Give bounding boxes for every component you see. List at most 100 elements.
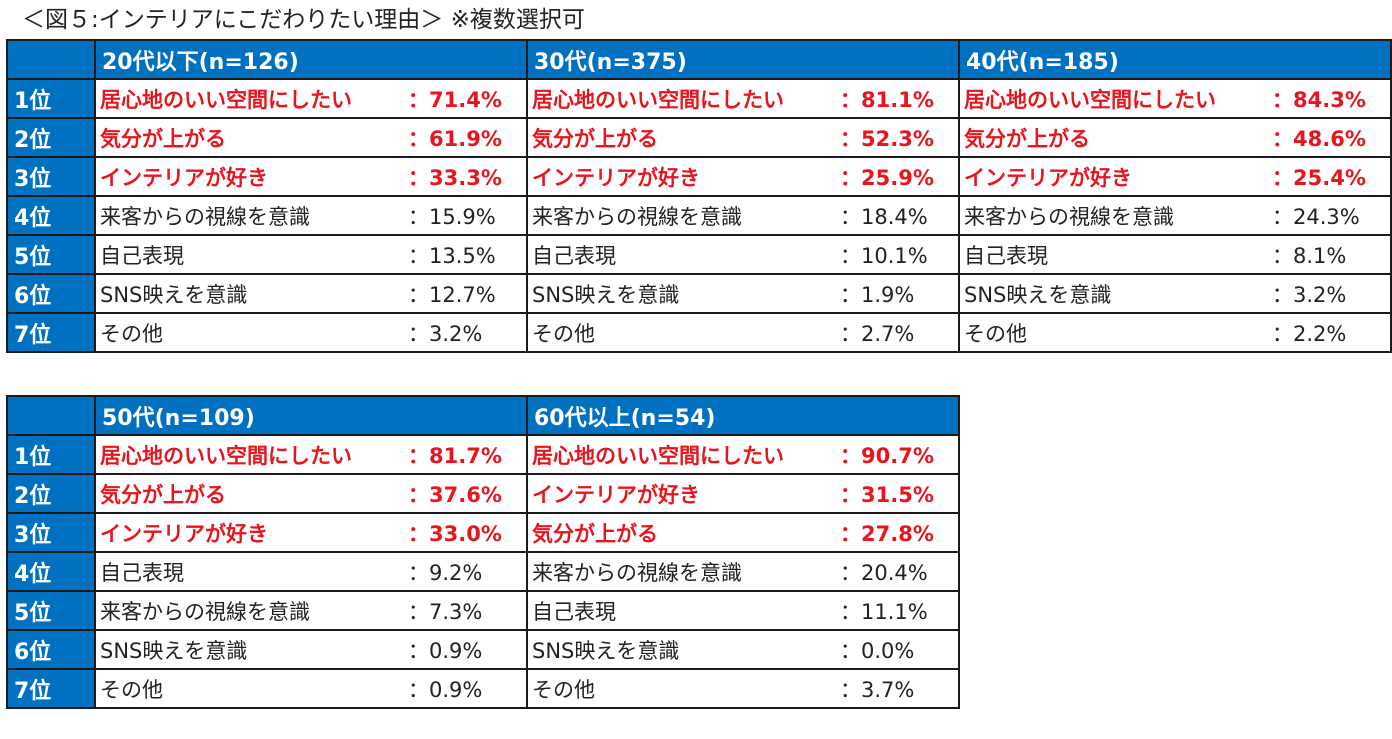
reason-label: その他	[100, 321, 163, 346]
rank-label: 4位	[6, 195, 96, 236]
reason-cell: 自己表現 ：10.1%	[526, 234, 960, 275]
figure-title: ＜図５:インテリアにこだわりたい理由＞ ※複数選択可	[22, 7, 585, 33]
reason-percent: ：24.3%	[1272, 204, 1360, 229]
group-header: 30代(n=375)	[526, 39, 960, 80]
rank-label: 2位	[6, 473, 96, 514]
table-header-row: 20代以下(n=126) 30代(n=375) 40代(n=185)	[6, 39, 1392, 80]
reason-percent: ：81.7%	[408, 443, 502, 468]
reason-percent: ：1.9%	[840, 282, 915, 307]
reason-percent: ：25.4%	[1272, 165, 1366, 190]
reason-cell: 気分が上がる ：37.6%	[94, 473, 528, 514]
reason-cell: その他 ：2.2%	[958, 312, 1392, 353]
reason-cell: 来客からの視線を意識 ：24.3%	[958, 195, 1392, 236]
rank-label: 5位	[6, 590, 96, 631]
reason-label: 来客からの視線を意識	[100, 599, 310, 624]
rank-label: 4位	[6, 551, 96, 592]
reason-label: 来客からの視線を意識	[964, 204, 1174, 229]
reason-label: その他	[964, 321, 1027, 346]
rank-label: 5位	[6, 234, 96, 275]
reason-percent: ：3.2%	[1272, 282, 1347, 307]
reason-cell: 自己表現 ：13.5%	[94, 234, 528, 275]
reason-percent: ：81.1%	[840, 87, 934, 112]
table-row: 2位 気分が上がる ：37.6% インテリアが好き ：31.5%	[6, 473, 960, 514]
reason-label: 気分が上がる	[532, 126, 658, 151]
reason-cell: SNS映えを意識 ：12.7%	[94, 273, 528, 314]
reason-cell: その他 ：2.7%	[526, 312, 960, 353]
reason-percent: ：2.2%	[1272, 321, 1347, 346]
table-row: 5位 来客からの視線を意識 ：7.3% 自己表現 ：11.1%	[6, 590, 960, 631]
reason-percent: ：31.5%	[840, 482, 934, 507]
rank-label: 7位	[6, 668, 96, 709]
reason-percent: ：71.4%	[408, 87, 502, 112]
rank-label: 6位	[6, 629, 96, 670]
rank-label: 2位	[6, 117, 96, 158]
reason-label: その他	[100, 677, 163, 702]
reason-label: 気分が上がる	[964, 126, 1090, 151]
reason-percent: ：52.3%	[840, 126, 934, 151]
reason-label: 居心地のいい空間にしたい	[100, 443, 352, 468]
reason-cell: 来客からの視線を意識 ：18.4%	[526, 195, 960, 236]
reason-cell: 居心地のいい空間にしたい ：81.1%	[526, 78, 960, 119]
reason-percent: ：27.8%	[840, 521, 934, 546]
reason-label: 居心地のいい空間にしたい	[532, 87, 784, 112]
reason-label: 居心地のいい空間にしたい	[100, 87, 352, 112]
reason-cell: 気分が上がる ：48.6%	[958, 117, 1392, 158]
reason-percent: ：61.9%	[408, 126, 502, 151]
table-header-row: 50代(n=109) 60代以上(n=54)	[6, 395, 960, 436]
reason-percent: ：2.7%	[840, 321, 915, 346]
reason-label: 居心地のいい空間にしたい	[532, 443, 784, 468]
table-row: 3位 インテリアが好き ：33.0% 気分が上がる ：27.8%	[6, 512, 960, 553]
table-row: 7位 その他 ：0.9% その他 ：3.7%	[6, 668, 960, 709]
reason-percent: ：0.9%	[408, 638, 483, 663]
reason-label: 居心地のいい空間にしたい	[964, 87, 1216, 112]
reason-cell: インテリアが好き ：25.4%	[958, 156, 1392, 197]
reason-label: インテリアが好き	[100, 521, 268, 546]
reason-percent: ：7.3%	[408, 599, 483, 624]
reason-cell: インテリアが好き ：33.0%	[94, 512, 528, 553]
rank-label: 6位	[6, 273, 96, 314]
reason-label: 来客からの視線を意識	[532, 560, 742, 585]
reason-cell: SNS映えを意識 ：0.9%	[94, 629, 528, 670]
reason-cell: 自己表現 ：11.1%	[526, 590, 960, 631]
reason-label: インテリアが好き	[100, 165, 268, 190]
reason-label: 来客からの視線を意識	[532, 204, 742, 229]
ranking-table-upper: 20代以下(n=126) 30代(n=375) 40代(n=185) 1位 居心地…	[6, 39, 1392, 353]
reason-cell: 居心地のいい空間にしたい ：71.4%	[94, 78, 528, 119]
reason-percent: ：13.5%	[408, 243, 496, 268]
reason-percent: ：37.6%	[408, 482, 502, 507]
reason-percent: ：9.2%	[408, 560, 483, 585]
ranking-table-lower: 50代(n=109) 60代以上(n=54) 1位 居心地のいい空間にしたい ：81…	[6, 395, 960, 709]
table-row: 1位 居心地のいい空間にしたい ：81.7% 居心地のいい空間にしたい ：90.7%	[6, 434, 960, 475]
reason-cell: 自己表現 ：8.1%	[958, 234, 1392, 275]
reason-percent: ：10.1%	[840, 243, 928, 268]
reason-label: 自己表現	[964, 243, 1048, 268]
reason-percent: ：20.4%	[840, 560, 928, 585]
reason-cell: インテリアが好き ：25.9%	[526, 156, 960, 197]
reason-label: その他	[532, 321, 595, 346]
reason-cell: 自己表現 ：9.2%	[94, 551, 528, 592]
reason-label: SNS映えを意識	[100, 638, 248, 663]
reason-percent: ：11.1%	[840, 599, 928, 624]
reason-percent: ：18.4%	[840, 204, 928, 229]
table-row: 7位 その他 ：3.2% その他 ：2.7% その他 ：2.2%	[6, 312, 1392, 353]
reason-percent: ：0.9%	[408, 677, 483, 702]
reason-percent: ：8.1%	[1272, 243, 1347, 268]
table-row: 5位 自己表現 ：13.5% 自己表現 ：10.1% 自己表現 ：8.1%	[6, 234, 1392, 275]
reason-label: 自己表現	[532, 243, 616, 268]
group-header: 60代以上(n=54)	[526, 395, 960, 436]
reason-percent: ：84.3%	[1272, 87, 1366, 112]
reason-percent: ：0.0%	[840, 638, 915, 663]
reason-label: 自己表現	[532, 599, 616, 624]
reason-cell: インテリアが好き ：33.3%	[94, 156, 528, 197]
group-header: 40代(n=185)	[958, 39, 1392, 80]
reason-percent: ：3.7%	[840, 677, 915, 702]
reason-percent: ：3.2%	[408, 321, 483, 346]
reason-cell: 居心地のいい空間にしたい ：84.3%	[958, 78, 1392, 119]
table-row: 2位 気分が上がる ：61.9% 気分が上がる ：52.3% 気分が上がる ：48.6%	[6, 117, 1392, 158]
reason-cell: インテリアが好き ：31.5%	[526, 473, 960, 514]
reason-label: 自己表現	[100, 243, 184, 268]
reason-percent: ：90.7%	[840, 443, 934, 468]
table-row: 6位 SNS映えを意識 ：0.9% SNS映えを意識 ：0.0%	[6, 629, 960, 670]
reason-label: SNS映えを意識	[532, 638, 680, 663]
reason-percent: ：25.9%	[840, 165, 934, 190]
